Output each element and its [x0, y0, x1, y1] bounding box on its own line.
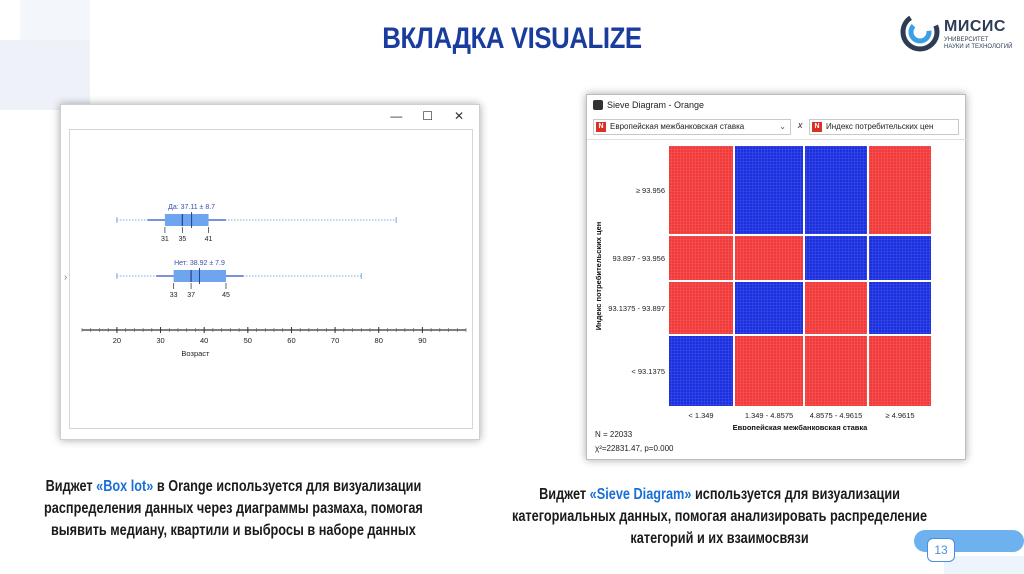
close-button[interactable]: ✕ [453, 109, 465, 123]
x-axis-tick-label: 80 [375, 336, 383, 345]
x-axis-tick-label: 50 [244, 336, 252, 345]
sieve-cell-grid [669, 146, 733, 234]
boxplot-window: — ☐ ✕ › Да: 37.11 ± 8.7 31 35 41 Нет: 38.92 … [60, 104, 480, 440]
boxplot-chart: Да: 37.11 ± 8.7 31 35 41 Нет: 38.92 ± 7.9 33 3… [81, 204, 467, 358]
sieve-cell-grid [669, 236, 733, 280]
sieve-cell-grid [869, 236, 931, 280]
variable-selectors: N Европейская межбанковская ставка ⌄ x N… [593, 119, 963, 135]
boxplot-canvas: › Да: 37.11 ± 8.7 31 35 41 Нет: 38.92 ± 7.9 3… [64, 129, 473, 429]
x-category-label: 4.8575 - 4.9615 [810, 411, 863, 420]
logo-subtitle-line: НАУКИ И ТЕХНОЛОГИЙ [944, 44, 1013, 50]
quartile-label: 37 [187, 292, 195, 299]
minimize-button[interactable]: — [390, 109, 403, 123]
caption-text: Виджет [539, 486, 590, 503]
sieve-cell-grid [805, 146, 867, 234]
x-axis-tick-label: 90 [418, 336, 426, 345]
caption-highlight: «Box lot» [96, 478, 154, 495]
caption-text: Виджет [45, 478, 97, 495]
window-controls: — ☐ ✕ [382, 109, 473, 123]
caption-sieve: Виджет «Sieve Diagram» используется для … [512, 484, 927, 550]
x-axis-tick-label: 70 [331, 336, 339, 345]
sieve-window: Sieve Diagram - Orange N Европейская меж… [586, 94, 967, 461]
y-category-label: < 93.1375 [631, 367, 665, 376]
window-title: Sieve Diagram - Orange [607, 100, 705, 110]
sieve-cell-grid [805, 336, 867, 406]
caption-line: категорий и их взаимосвязи [630, 530, 809, 547]
quartile-label: 31 [161, 236, 169, 243]
chevron-down-icon: ⌄ [779, 122, 786, 131]
quartile-label: 45 [222, 292, 230, 299]
quartile-label: 33 [170, 292, 178, 299]
decorative-corner-top-left [0, 0, 90, 110]
group-label: Да: 37.11 ± 8.7 [168, 204, 215, 211]
caption-text: используется для визуализации [691, 486, 900, 503]
caption-highlight: «Sieve Diagram» [589, 486, 692, 503]
x-axis-tick-label: 40 [200, 336, 208, 345]
caption-line: Виджет «Sieve Diagram» используется для … [512, 484, 927, 506]
x-category-label: 1.349 - 4.8575 [745, 411, 793, 420]
caption-boxplot: Виджет «Box lot» в Orange используется д… [44, 476, 423, 542]
sieve-canvas: ≥ 93.956 93.897 - 93.956 93.1375 - 93.897 <… [587, 139, 967, 461]
logo-subtitle-line: УНИВЕРСИТЕТ [944, 37, 989, 43]
logo-subtitle: УНИВЕРСИТЕТ НАУКИ И ТЕХНОЛОГИЙ [944, 37, 1014, 51]
sieve-cell-grid [735, 282, 803, 334]
caption-text: в Orange используется для визуализации [153, 478, 422, 495]
orange-app-icon [593, 100, 603, 110]
sieve-cell-grid [805, 282, 867, 334]
sieve-cell-grid [735, 146, 803, 234]
x-category-label: < 1.349 [688, 411, 713, 420]
y-category-label: 93.1375 - 93.897 [608, 304, 665, 313]
sieve-cell-grid [869, 146, 931, 234]
x-variable-value: Европейская межбанковская ставка [610, 122, 745, 131]
y-category-label: ≥ 93.956 [636, 186, 665, 195]
logo-name: МИСИС [944, 18, 1006, 35]
chevron-right-icon[interactable]: › [64, 272, 68, 283]
sieve-cell-grid [869, 336, 931, 406]
caption-line: Виджет «Box lot» в Orange используется д… [44, 476, 423, 498]
x-variable-select[interactable]: N Европейская межбанковская ставка ⌄ [593, 119, 791, 135]
page-number: 13 [927, 538, 955, 562]
x-category-label: ≥ 4.9615 [885, 411, 914, 420]
x-axis-tick-label: 20 [113, 336, 121, 345]
maximize-button[interactable]: ☐ [422, 109, 434, 123]
caption-line: категориальных данных, помогая анализиро… [512, 508, 928, 525]
sieve-diagram: ≥ 93.956 93.897 - 93.956 93.1375 - 93.897 <… [594, 146, 931, 430]
sieve-cell-grid [669, 336, 733, 406]
sample-count: N = 22033 [595, 430, 633, 439]
group-label: Нет: 38.92 ± 7.9 [174, 260, 225, 267]
university-logo: МИСИС УНИВЕРСИТЕТ НАУКИ И ТЕХНОЛОГИЙ [900, 12, 1020, 56]
y-category-label: 93.897 - 93.956 [612, 254, 665, 263]
logo-emblem-icon [900, 12, 940, 52]
window-titlebar: Sieve Diagram - Orange [587, 95, 965, 115]
x-axis-tick-label: 60 [287, 336, 295, 345]
sieve-cell-grid [805, 236, 867, 280]
window-titlebar: — ☐ ✕ [61, 105, 479, 127]
x-axis-tick-label: 30 [156, 336, 164, 345]
quartile-label: 41 [205, 236, 213, 243]
x-axis-title: Европейская межбанковская ставка [733, 423, 869, 430]
y-variable-value: Индекс потребительских цен [826, 122, 934, 131]
sieve-cell-grid [869, 282, 931, 334]
cross-symbol: x [798, 120, 803, 130]
slide-title: ВКЛАДКА VISUALIZE [382, 22, 642, 55]
caption-line: распределения данных через диаграммы раз… [44, 500, 423, 517]
y-variable-select[interactable]: N Индекс потребительских цен [809, 119, 959, 135]
numeric-badge-icon: N [596, 122, 606, 132]
sieve-cell-grid [735, 236, 803, 280]
sieve-cell-grid [735, 336, 803, 406]
chi-square-stat: χ²=22831.47, p=0.000 [595, 444, 674, 453]
box [164, 214, 209, 226]
sieve-cell-grid [669, 282, 733, 334]
numeric-badge-icon: N [812, 122, 822, 132]
x-axis-label: Возраст [181, 349, 210, 358]
caption-line: выявить медиану, квартили и выбросы в на… [50, 522, 416, 539]
quartile-label: 35 [178, 236, 186, 243]
y-axis-title: Индекс потребительских цен [594, 222, 603, 331]
